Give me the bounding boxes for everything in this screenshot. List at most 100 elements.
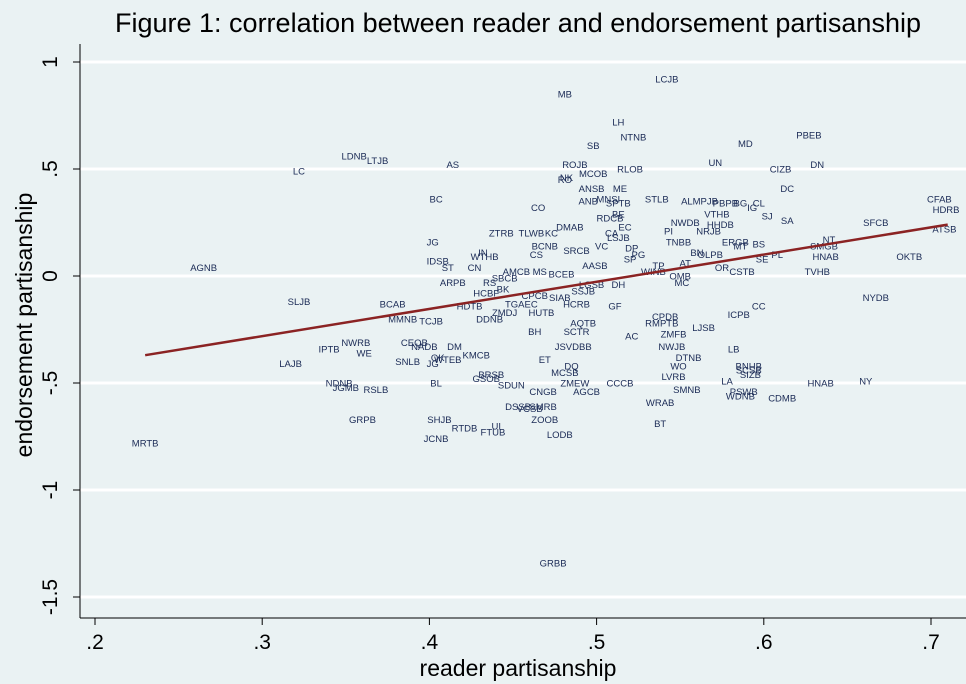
point-label: SDUN — [498, 381, 525, 392]
point-label: CC — [752, 301, 766, 312]
y-tick-label: .5 — [39, 160, 62, 178]
point-label: RO — [558, 175, 572, 186]
point-label: UI — [492, 421, 502, 432]
point-label: ICPB — [728, 310, 750, 321]
y-axis-title: endorsement partisanship — [11, 193, 37, 458]
x-axis-title: reader partisanship — [420, 655, 617, 681]
point-label: MS — [533, 267, 547, 278]
point-label: AGCB — [573, 387, 600, 398]
point-label: NRJB — [696, 227, 721, 238]
point-label: AGNB — [190, 263, 217, 274]
point-label: HUTB — [528, 308, 554, 319]
point-label: CS — [530, 250, 543, 261]
x-tick-label: .4 — [421, 631, 439, 654]
point-label: ZMDJ — [492, 308, 518, 319]
point-label: BN — [690, 248, 703, 259]
point-label: MB — [558, 90, 572, 101]
x-tick-label: .5 — [588, 631, 606, 654]
point-label: GRBB — [540, 558, 567, 569]
point-label: BNHB — [736, 361, 762, 372]
point-label: TGAEC — [505, 299, 538, 310]
point-label: CEQB — [401, 338, 428, 349]
point-label: IN — [478, 248, 488, 259]
point-label: TP — [652, 261, 664, 272]
point-label: HDTB — [457, 301, 483, 312]
point-label: AT — [679, 259, 691, 270]
point-label: BL — [430, 379, 442, 390]
point-label: OLPB — [698, 250, 723, 261]
y-tick-label: -1 — [39, 481, 62, 500]
point-label: SLJB — [288, 297, 311, 308]
point-label: AS — [446, 160, 459, 171]
point-label: PI — [664, 227, 673, 238]
point-label: PBEB — [796, 130, 821, 141]
point-label: SIAB — [549, 293, 571, 304]
point-label: HNAB — [812, 252, 838, 263]
point-label: AC — [625, 331, 638, 342]
point-label: BE — [612, 209, 625, 220]
point-label: BT — [654, 419, 666, 430]
point-label: MCSB — [551, 368, 578, 379]
point-label: BH — [528, 327, 541, 338]
point-label: LB — [728, 344, 740, 355]
point-label: LDNB — [341, 152, 366, 163]
point-label: HHDB — [707, 220, 734, 231]
point-label: DDNB — [476, 314, 503, 325]
point-label: UN — [708, 158, 722, 169]
point-label: CPDB — [652, 312, 678, 323]
point-label: ZMFB — [661, 329, 687, 340]
axis-ticks: 1 .5 0 -.5 -1 -1.5 .2 .3 .4 .5 .6 .7 — [39, 56, 940, 654]
plot-area — [80, 44, 966, 618]
point-label: MPJB — [693, 197, 718, 208]
point-label: FTUB — [481, 428, 506, 439]
point-label: WDNB — [726, 391, 755, 402]
point-label: CNGB — [529, 387, 556, 398]
point-label: SCSB — [736, 366, 762, 377]
point-label: PSWB — [730, 387, 758, 398]
point-label: SMRB — [529, 402, 556, 413]
point-label: RMPTB — [645, 319, 678, 330]
point-label: TCJB — [419, 316, 443, 327]
point-label: EC — [618, 222, 631, 233]
point-label: RLOB — [617, 165, 643, 176]
point-label: ARPB — [440, 278, 466, 289]
point-label: AMCB — [503, 267, 530, 278]
point-label: DM — [447, 342, 462, 353]
point-label: TLWB — [519, 229, 545, 240]
point-label: JGMB — [333, 383, 359, 394]
point-label: SP — [624, 254, 637, 265]
point-label: ROJB — [562, 160, 587, 171]
point-label: IDSB — [427, 257, 449, 268]
point-label: LTJB — [367, 156, 388, 167]
point-label: AL — [681, 197, 693, 208]
point-label: JSVDBB — [555, 342, 592, 353]
point-label: BCNB — [532, 242, 558, 253]
point-label: LODB — [547, 430, 573, 441]
point-label: TVHB — [805, 267, 830, 278]
point-label: RDCB — [597, 214, 624, 225]
point-label: SMGB — [810, 242, 838, 253]
point-label: SE — [756, 254, 769, 265]
y-tick-label: -1.5 — [39, 579, 62, 615]
point-label: LVRB — [661, 372, 685, 383]
point-label: BK — [497, 284, 510, 295]
point-label: PBPB — [713, 199, 738, 210]
point-label: CIZB — [770, 165, 792, 176]
point-label: ATSB — [932, 224, 956, 235]
point-label: SA — [781, 216, 794, 227]
point-label: BCEB — [549, 269, 575, 280]
point-label: LH — [612, 117, 624, 128]
x-tick-label: .6 — [755, 631, 773, 654]
point-label: OR — [715, 263, 729, 274]
point-label: GRPB — [349, 415, 376, 426]
point-label: LSJB — [607, 233, 630, 244]
point-label: SMNB — [673, 385, 700, 396]
point-label: WTEB — [434, 355, 461, 366]
point-label: WO — [670, 361, 686, 372]
point-label: NWRB — [341, 338, 370, 349]
point-label: WE — [357, 349, 372, 360]
point-label: JG — [427, 359, 439, 370]
point-label: LC — [293, 167, 305, 178]
point-label: OK — [431, 353, 445, 364]
point-label: SHJB — [427, 415, 451, 426]
